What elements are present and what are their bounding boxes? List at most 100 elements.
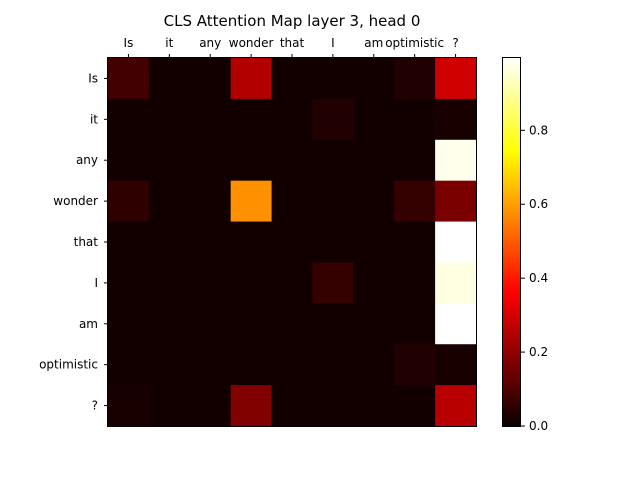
- heatmap-cell: [108, 58, 150, 100]
- heatmap-cell: [312, 385, 354, 427]
- heatmap-cell: [435, 180, 477, 223]
- heatmap-cell: [148, 139, 191, 182]
- y-tick-label: I: [94, 276, 98, 290]
- x-tick-label: ?: [452, 36, 458, 50]
- heatmap-cell: [394, 344, 436, 386]
- x-tick-label: I: [331, 36, 335, 50]
- heatmap-cell: [148, 262, 191, 304]
- heatmap-cell: [312, 344, 354, 386]
- y-axis-ticks: Is it any wonder that Iam optimistic?: [39, 71, 108, 413]
- colorbar: 0.0 0.2 0.4 0.6 0.8: [502, 57, 548, 433]
- heatmap-cell: [353, 58, 395, 100]
- x-tick-label: that: [280, 36, 305, 50]
- chart-title: CLS Attention Map layer 3, head 0: [164, 12, 421, 30]
- heatmap-cell: [230, 344, 273, 386]
- heatmap-cell: [271, 344, 313, 386]
- heatmap-cell: [394, 139, 436, 182]
- heatmap-cell: [435, 139, 477, 182]
- heatmap-cell: [230, 303, 273, 345]
- heatmap-cell: [189, 221, 232, 263]
- heatmap-cell: [312, 139, 354, 182]
- y-tick-label: optimistic: [39, 358, 98, 372]
- heatmap-cell: [189, 180, 232, 223]
- heatmap-cell: [108, 139, 150, 182]
- heatmap-cell: [353, 221, 395, 263]
- heatmap-cell: [189, 139, 232, 182]
- heatmap-cell: [394, 221, 436, 263]
- heatmap-cell: [189, 262, 232, 304]
- heatmap-cell: [230, 385, 273, 427]
- heatmap-cell: [435, 262, 477, 304]
- heatmap-cell: [108, 303, 150, 345]
- x-tick-label: Is: [124, 36, 134, 50]
- heatmap-cells: [108, 58, 477, 427]
- heatmap-cell: [312, 180, 354, 223]
- heatmap-cell: [108, 98, 150, 141]
- heatmap-cell: [271, 262, 313, 304]
- colorbar-tick-label: 0.2: [529, 345, 548, 359]
- heatmap-cell: [108, 180, 150, 223]
- heatmap-cell: [435, 303, 477, 345]
- heatmap-cell: [394, 385, 436, 427]
- colorbar-tick-label: 0.6: [529, 197, 548, 211]
- heatmap-cell: [108, 221, 150, 263]
- heatmap-cell: [353, 180, 395, 223]
- heatmap-cell: [271, 221, 313, 263]
- heatmap-cell: [353, 262, 395, 304]
- heatmap-cell: [148, 58, 191, 100]
- heatmap-cell: [435, 221, 477, 263]
- heatmap-cell: [271, 180, 313, 223]
- heatmap-cell: [189, 303, 232, 345]
- y-tick-label: it: [90, 112, 98, 126]
- colorbar-tick-label: 0.4: [529, 271, 548, 285]
- heatmap-cell: [189, 58, 232, 100]
- heatmap-cell: [230, 221, 273, 263]
- y-tick-label: that: [74, 235, 99, 249]
- heatmap-cell: [230, 180, 273, 223]
- heatmap-cell: [108, 344, 150, 386]
- x-tick-label: optimistic: [385, 36, 444, 50]
- heatmap-cell: [189, 344, 232, 386]
- heatmap-cell: [435, 344, 477, 386]
- heatmap-cell: [230, 58, 273, 100]
- colorbar-tick-label: 0.8: [529, 123, 548, 137]
- heatmap-cell: [148, 344, 191, 386]
- y-tick-label: am: [79, 317, 98, 331]
- heatmap-cell: [353, 139, 395, 182]
- heatmap-cell: [394, 180, 436, 223]
- heatmap-cell: [230, 139, 273, 182]
- x-tick-label: any: [199, 36, 221, 50]
- x-tick-label: am: [364, 36, 383, 50]
- heatmap-cell: [435, 385, 477, 427]
- heatmap-cell: [312, 262, 354, 304]
- y-tick-label: any: [76, 153, 98, 167]
- heatmap-cell: [148, 385, 191, 427]
- y-tick-label: Is: [88, 71, 98, 85]
- heatmap-cell: [271, 139, 313, 182]
- heatmap-cell: [353, 385, 395, 427]
- heatmap-cell: [271, 98, 313, 141]
- heatmap-cell: [271, 58, 313, 100]
- heatmap-cell: [312, 303, 354, 345]
- heatmap-cell: [148, 221, 191, 263]
- heatmap-cell: [230, 98, 273, 141]
- x-tick-label: it: [165, 36, 173, 50]
- x-tick-label: wonder: [229, 36, 274, 50]
- heatmap-cell: [435, 58, 477, 100]
- colorbar-ticks: 0.0 0.2 0.4 0.6 0.8: [521, 123, 548, 433]
- heatmap-cell: [394, 58, 436, 100]
- heatmap-cell: [230, 262, 273, 304]
- heatmap-cell: [394, 98, 436, 141]
- heatmap-cell: [271, 385, 313, 427]
- heatmap-cell: [148, 180, 191, 223]
- heatmap-cell: [435, 98, 477, 141]
- heatmap-cell: [312, 221, 354, 263]
- heatmap-cell: [108, 385, 150, 427]
- heatmap-cell: [312, 98, 354, 141]
- heatmap-cell: [394, 262, 436, 304]
- heatmap-cell: [189, 385, 232, 427]
- heatmap-cell: [353, 98, 395, 141]
- heatmap-cell: [189, 98, 232, 141]
